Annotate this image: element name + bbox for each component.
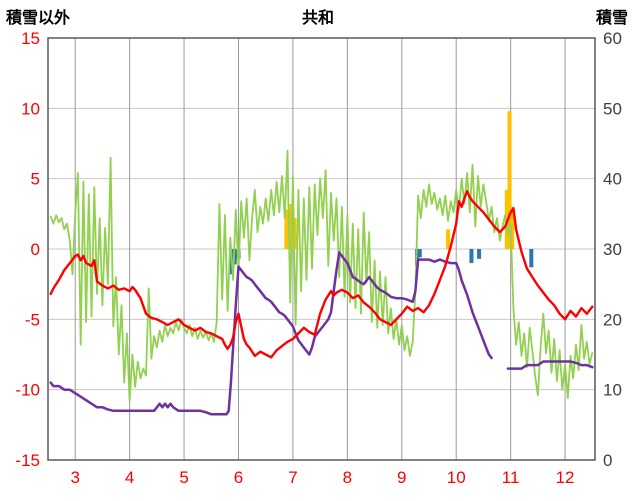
orange-bars-bar [507, 111, 512, 249]
left-axis-tick-label: 0 [31, 240, 40, 259]
right-axis-tick-label: 40 [603, 170, 622, 189]
orange-bars-bar [510, 206, 515, 249]
blue-bars-bar [469, 249, 474, 264]
x-axis-tick-label: 6 [234, 468, 243, 487]
left-axis-tick-label: 15 [21, 29, 40, 48]
blue-bars-bar [477, 249, 482, 259]
right-axis-tick-label: 0 [603, 451, 612, 470]
chart-title: 共和 [301, 10, 334, 27]
x-axis-tick-label: 12 [556, 468, 575, 487]
x-axis-tick-label: 7 [288, 468, 297, 487]
x-axis-tick-label: 5 [179, 468, 188, 487]
blue-bars-bar [417, 249, 422, 258]
left-axis-title: 積雪以外 [6, 10, 71, 27]
left-axis-tick-label: 5 [31, 170, 40, 189]
blue-bars-bar [529, 249, 534, 268]
x-axis-tick-label: 10 [447, 468, 466, 487]
x-axis-tick-label: 8 [343, 468, 352, 487]
right-axis-tick-label: 20 [603, 310, 622, 329]
x-axis-tick-label: 11 [502, 468, 520, 487]
right-axis-tick-label: 10 [603, 381, 622, 400]
red-line [49, 190, 594, 359]
purple-line [49, 251, 594, 416]
right-axis-tick-label: 30 [603, 240, 622, 259]
right-axis-tick-label: 50 [603, 99, 622, 118]
right-axis-title: 積雪 [595, 10, 628, 27]
left-axis-tick-label: -5 [25, 310, 40, 329]
right-axis-tick-label: 60 [603, 29, 622, 48]
x-axis-tick-label: 9 [397, 468, 406, 487]
left-axis-tick-label: -10 [15, 381, 40, 400]
orange-bars-bar [446, 229, 451, 249]
x-axis-tick-label: 4 [125, 468, 134, 487]
plot-border [47, 37, 596, 461]
left-axis-tick-label: 10 [21, 99, 40, 118]
orange-bars-bar [284, 209, 289, 249]
left-axis-tick-label: -15 [15, 451, 40, 470]
x-axis-tick-label: 3 [70, 468, 79, 487]
